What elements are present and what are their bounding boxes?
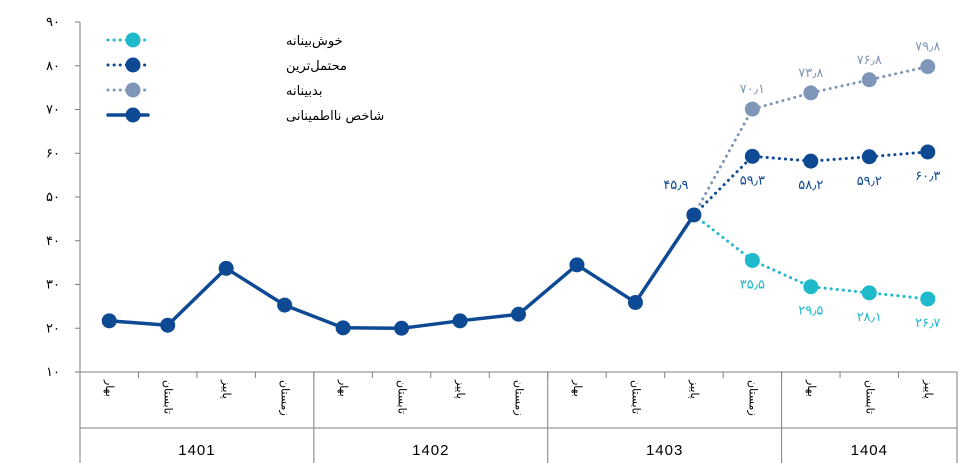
y-tick-label: ۹۰ — [46, 15, 60, 30]
y-tick-label: ۲۰ — [46, 321, 60, 336]
data-label: ۷۹٫۸ — [915, 40, 940, 55]
series-marker — [920, 59, 936, 75]
series-marker — [452, 313, 468, 329]
x-category-label: پاییز — [454, 379, 467, 399]
series-marker — [627, 294, 643, 310]
legend: خوش‌بینانه محتمل‌ترین بدبینانه شاخص نااطمین… — [106, 32, 384, 124]
x-category-label: پاییز — [220, 379, 233, 399]
x-category-label: بهار — [571, 379, 584, 397]
data-label: ۷۰٫۱ — [740, 82, 765, 97]
series-marker — [101, 313, 117, 329]
x-category-label: پاییز — [922, 379, 935, 399]
x-category-label: بهار — [337, 379, 350, 397]
year-label: 1402 — [412, 442, 449, 459]
y-tick-label: ۵۰ — [46, 190, 60, 205]
y-tick-label: ۱۰ — [46, 365, 60, 380]
series-marker — [686, 207, 702, 223]
x-category-label: تابستان — [396, 380, 409, 414]
series-marker — [920, 291, 936, 307]
y-tick-label: ۷۰ — [46, 103, 60, 118]
y-tick-label: ۸۰ — [46, 59, 60, 74]
data-label: ۷۶٫۸ — [857, 53, 882, 68]
data-label: ۲۶٫۷ — [915, 316, 940, 331]
x-category-label: تابستان — [162, 380, 175, 414]
data-label: ۶۰٫۳ — [915, 169, 940, 184]
data-label: ۵۸٫۲ — [798, 178, 823, 193]
series-marker — [569, 257, 585, 273]
legend-swatch-marker — [125, 57, 141, 73]
axes: ۱۰ ۲۰ ۳۰ ۴۰ ۵۰ ۶۰ ۷۰ ۸۰ ۹۰ بهار تابستان پاییز زمستان… — [46, 15, 958, 463]
data-label: ۲۹٫۵ — [798, 304, 823, 319]
data-label: ۷۳٫۸ — [798, 66, 823, 81]
y-tick-label: ۶۰ — [46, 146, 60, 161]
series-marker — [861, 149, 877, 165]
series-marker — [803, 85, 819, 101]
series-marker — [160, 317, 176, 333]
legend-label: بدبینانه — [286, 84, 322, 99]
series-points — [101, 59, 936, 336]
series-marker — [511, 306, 526, 322]
x-category-label: زمستان — [279, 380, 292, 416]
x-category-label: زمستان — [513, 380, 526, 416]
data-label: ۴۵٫۹ — [663, 178, 688, 193]
year-label: 1401 — [178, 442, 215, 459]
series-marker — [803, 153, 819, 169]
data-label: ۵۹٫۲ — [857, 174, 882, 189]
series-marker — [744, 148, 760, 164]
x-category-label: تابستان — [863, 380, 876, 414]
legend-label: محتمل‌ترین — [286, 59, 347, 74]
y-tick-label: ۴۰ — [46, 234, 60, 249]
series-marker — [920, 144, 936, 160]
series-marker — [744, 252, 760, 268]
series-marker — [394, 320, 410, 336]
year-label: 1404 — [851, 442, 888, 459]
series-line — [692, 213, 930, 301]
data-labels: ۷۰٫۱ ۷۳٫۸ ۷۶٫۸ ۷۹٫۸ ۵۹٫۳ ۵۸٫۲ ۵۹٫۲ ۶۰٫۳ ۳۵٫۵ ۲۹٫۵… — [663, 40, 940, 331]
series-marker — [744, 101, 760, 117]
data-label: ۲۸٫۱ — [857, 310, 882, 325]
data-label: ۳۵٫۵ — [740, 277, 765, 292]
series-marker — [218, 260, 234, 276]
x-category-label: پاییز — [688, 379, 701, 399]
series-line — [107, 213, 696, 331]
x-category-label: بهار — [103, 379, 116, 397]
x-category-label: تابستان — [629, 380, 642, 414]
series-marker — [335, 320, 351, 336]
series-marker — [803, 279, 819, 295]
legend-label: شاخص نااطمینانی — [286, 109, 384, 124]
series-marker — [861, 72, 877, 88]
legend-swatch-marker — [125, 82, 141, 98]
legend-swatch-marker — [125, 32, 141, 48]
series-marker — [861, 285, 877, 301]
y-tick-label: ۳۰ — [46, 278, 60, 293]
legend-swatch-marker — [125, 107, 141, 123]
series-marker — [277, 297, 293, 313]
year-label: 1403 — [646, 442, 683, 459]
x-category-label: بهار — [805, 379, 818, 397]
x-category-label: زمستان — [746, 380, 759, 416]
data-label: ۵۹٫۳ — [740, 173, 765, 188]
legend-label: خوش‌بینانه — [286, 34, 343, 49]
